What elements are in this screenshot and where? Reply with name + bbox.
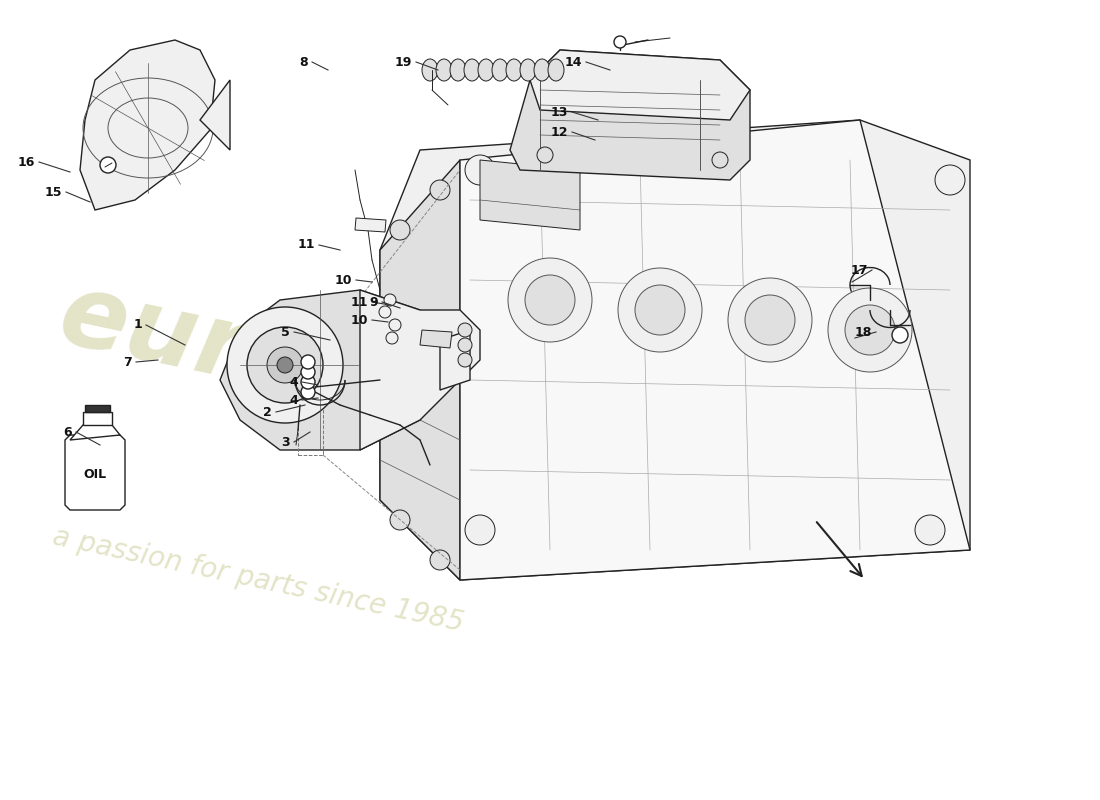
- Circle shape: [614, 36, 626, 48]
- Circle shape: [458, 323, 472, 337]
- Circle shape: [465, 515, 495, 545]
- Circle shape: [248, 327, 323, 403]
- Polygon shape: [379, 160, 460, 580]
- Text: 11: 11: [351, 295, 369, 309]
- Circle shape: [745, 295, 795, 345]
- Polygon shape: [200, 80, 230, 150]
- Circle shape: [915, 515, 945, 545]
- Circle shape: [267, 347, 303, 383]
- Text: 7: 7: [123, 355, 132, 369]
- Text: 12: 12: [550, 126, 568, 138]
- Polygon shape: [220, 290, 440, 450]
- Circle shape: [892, 327, 907, 343]
- Circle shape: [277, 357, 293, 373]
- Text: 3: 3: [282, 435, 290, 449]
- Circle shape: [379, 306, 390, 318]
- Ellipse shape: [478, 59, 494, 81]
- Ellipse shape: [436, 59, 452, 81]
- Circle shape: [390, 220, 410, 240]
- Polygon shape: [70, 425, 120, 440]
- Circle shape: [390, 510, 410, 530]
- Circle shape: [935, 165, 965, 195]
- Text: 8: 8: [299, 55, 308, 69]
- Polygon shape: [355, 218, 386, 232]
- Circle shape: [301, 355, 315, 369]
- Text: 5: 5: [282, 326, 290, 338]
- Ellipse shape: [520, 59, 536, 81]
- Circle shape: [618, 268, 702, 352]
- Text: a passion for parts since 1985: a passion for parts since 1985: [50, 522, 466, 638]
- Circle shape: [100, 157, 116, 173]
- Circle shape: [635, 285, 685, 335]
- Polygon shape: [360, 290, 480, 450]
- Polygon shape: [480, 160, 580, 230]
- Text: 16: 16: [18, 155, 35, 169]
- Polygon shape: [440, 330, 470, 390]
- Ellipse shape: [492, 59, 508, 81]
- Polygon shape: [85, 405, 110, 412]
- Text: 2: 2: [263, 406, 272, 418]
- Text: 17: 17: [850, 263, 868, 277]
- Polygon shape: [65, 435, 125, 510]
- Text: 11: 11: [297, 238, 315, 251]
- Text: OIL: OIL: [84, 467, 107, 481]
- Ellipse shape: [450, 59, 466, 81]
- Circle shape: [508, 258, 592, 342]
- Circle shape: [301, 365, 315, 379]
- Ellipse shape: [464, 59, 480, 81]
- Text: 10: 10: [351, 314, 369, 326]
- Circle shape: [458, 338, 472, 352]
- Circle shape: [465, 155, 495, 185]
- Text: 14: 14: [564, 55, 582, 69]
- Polygon shape: [510, 50, 750, 180]
- Circle shape: [386, 332, 398, 344]
- Circle shape: [384, 294, 396, 306]
- Polygon shape: [420, 330, 452, 348]
- Circle shape: [458, 353, 472, 367]
- Circle shape: [537, 147, 553, 163]
- Circle shape: [828, 288, 912, 372]
- Text: 13: 13: [551, 106, 568, 118]
- Ellipse shape: [548, 59, 564, 81]
- Text: eurospares: eurospares: [50, 266, 689, 494]
- Text: 4: 4: [289, 394, 298, 406]
- Circle shape: [525, 275, 575, 325]
- Ellipse shape: [534, 59, 550, 81]
- Polygon shape: [530, 50, 750, 120]
- Circle shape: [728, 278, 812, 362]
- Circle shape: [389, 319, 402, 331]
- Text: 18: 18: [855, 326, 872, 338]
- Ellipse shape: [422, 59, 438, 81]
- Circle shape: [430, 550, 450, 570]
- Circle shape: [301, 385, 315, 399]
- Circle shape: [845, 305, 895, 355]
- Text: 1: 1: [133, 318, 142, 331]
- Polygon shape: [82, 412, 112, 425]
- Bar: [298, 345, 323, 455]
- Polygon shape: [80, 40, 214, 210]
- Text: 10: 10: [334, 274, 352, 286]
- Circle shape: [430, 180, 450, 200]
- Text: 15: 15: [44, 186, 62, 198]
- Text: 4: 4: [289, 375, 298, 389]
- Polygon shape: [379, 120, 970, 580]
- Circle shape: [227, 307, 343, 423]
- Text: 6: 6: [64, 426, 72, 438]
- Text: 19: 19: [395, 55, 412, 69]
- Circle shape: [712, 152, 728, 168]
- Ellipse shape: [506, 59, 522, 81]
- Polygon shape: [460, 120, 970, 580]
- Text: 9: 9: [370, 295, 378, 309]
- Circle shape: [301, 375, 315, 389]
